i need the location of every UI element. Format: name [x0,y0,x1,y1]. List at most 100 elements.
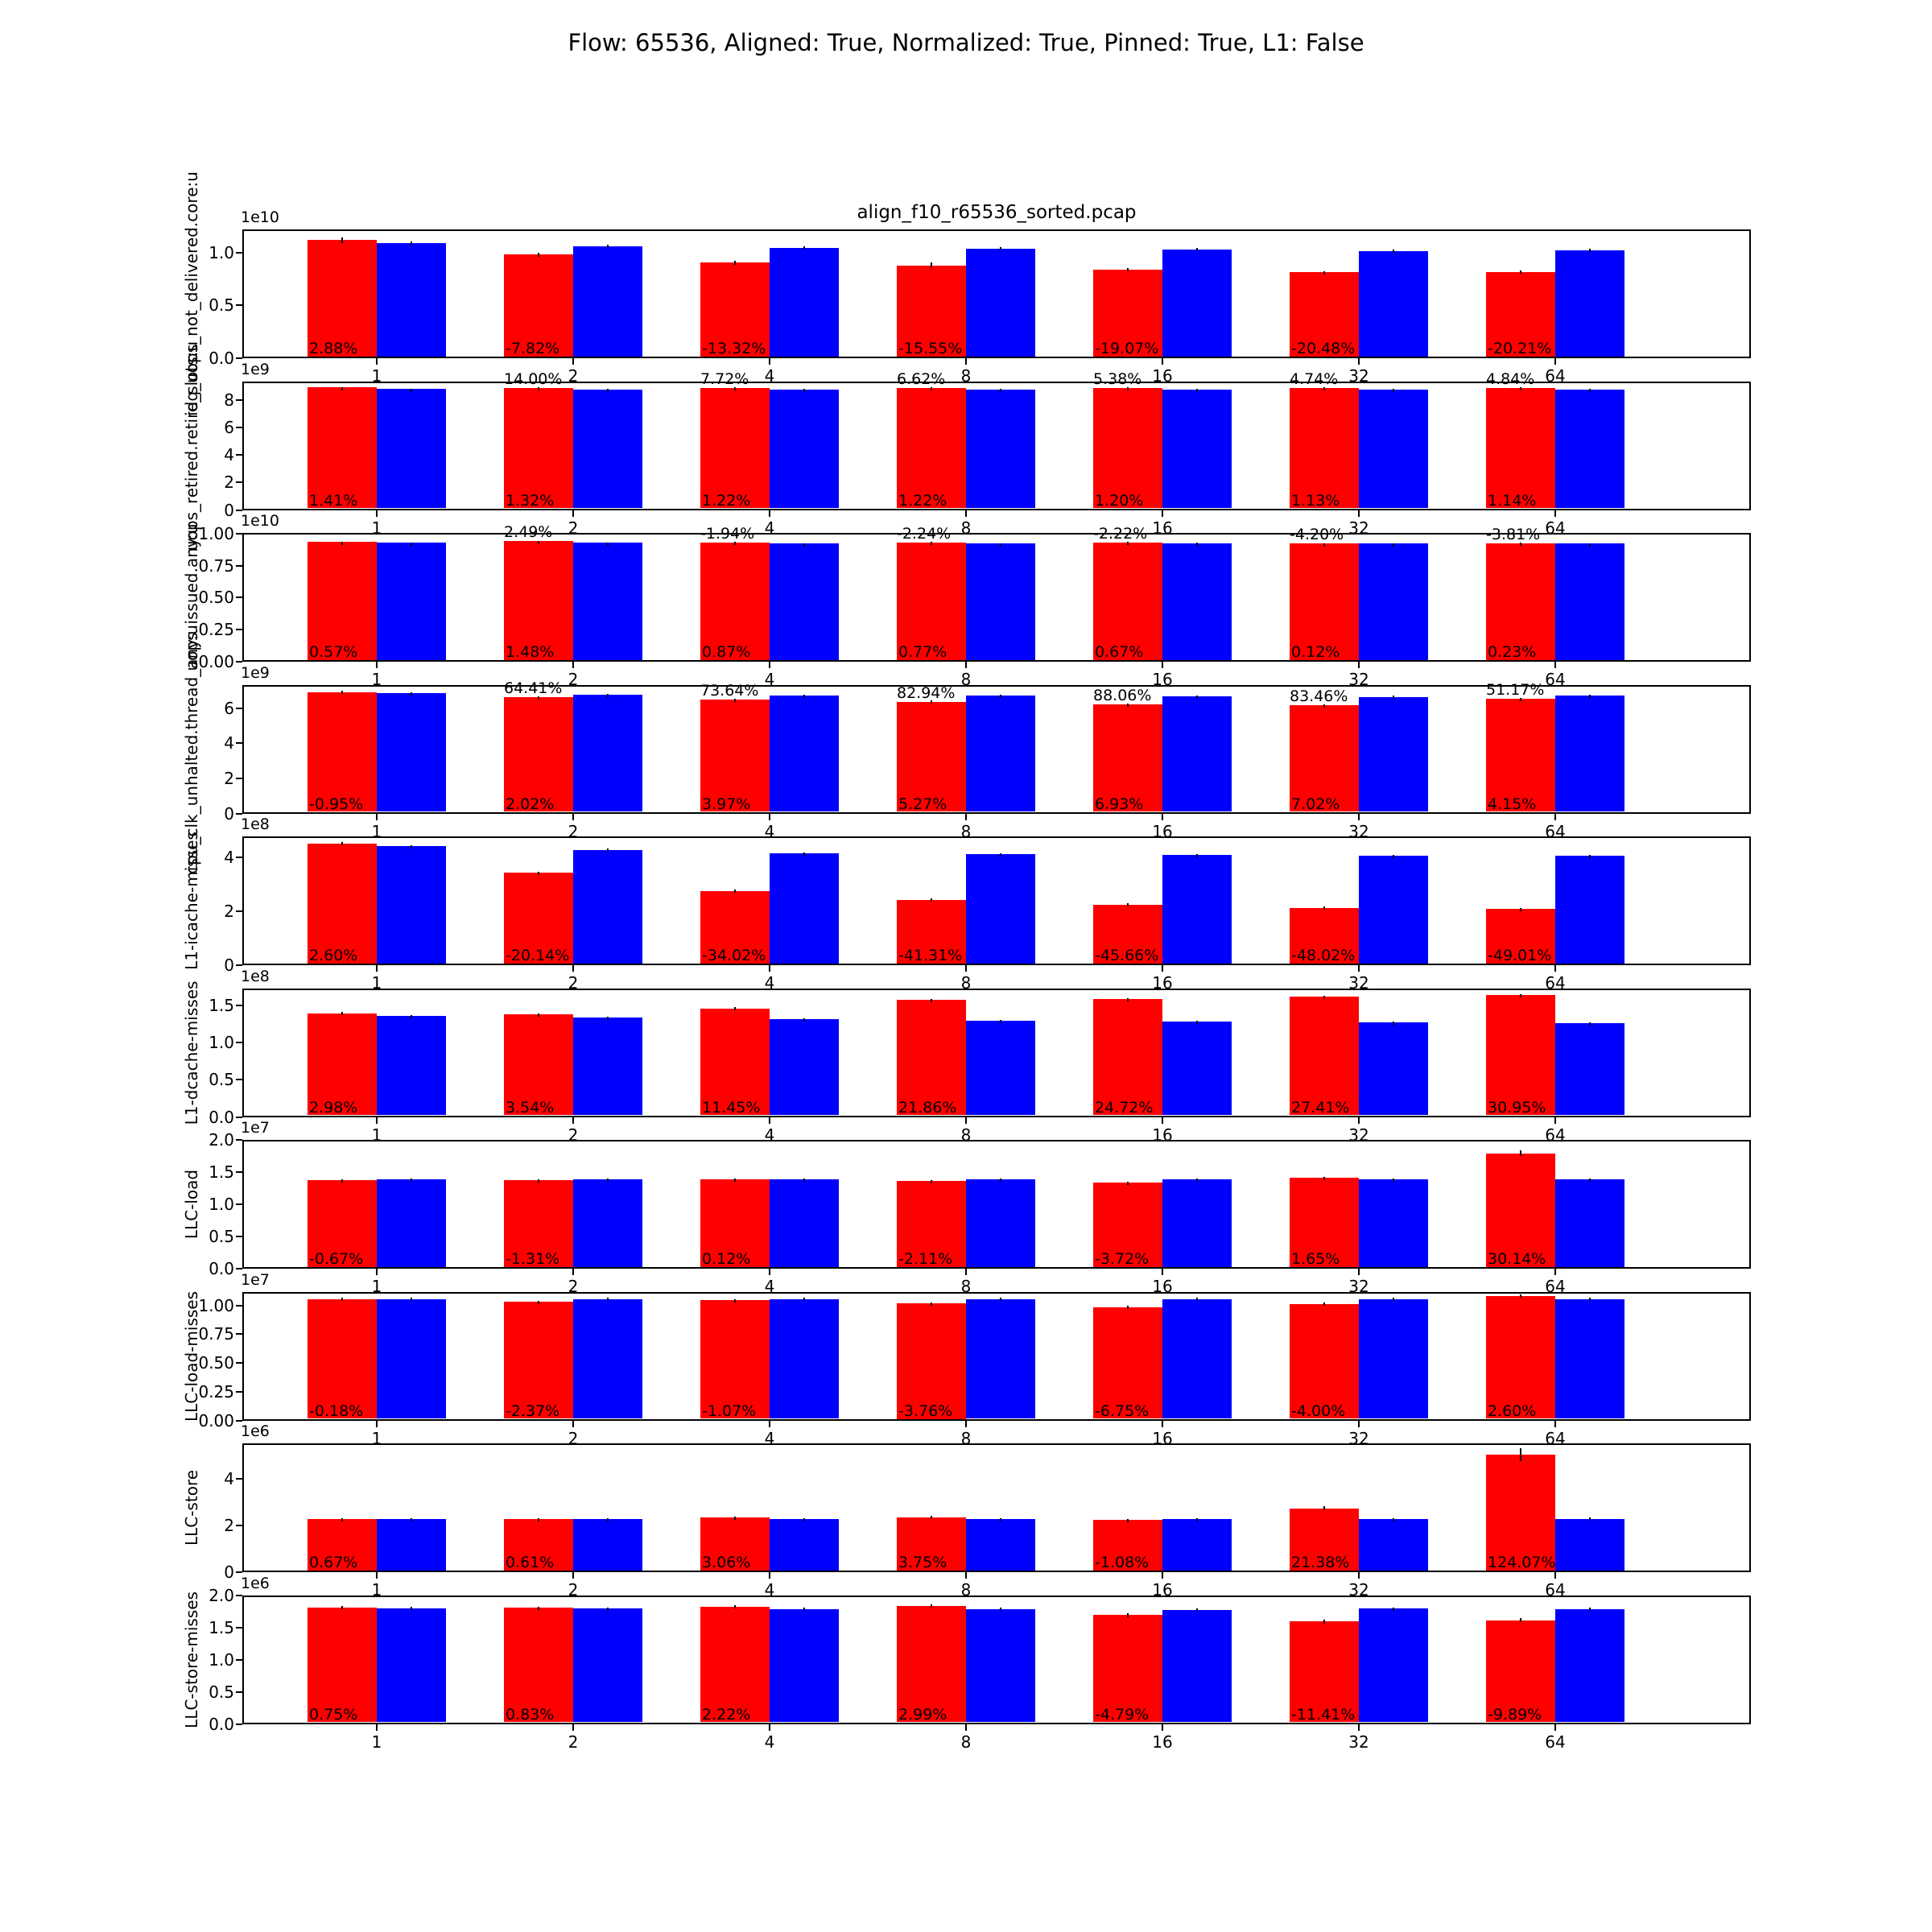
pct-label-bottom: 1.20% [1095,491,1144,510]
bar-blue [1555,1179,1624,1267]
error-bar-blue [1196,543,1198,547]
bar-blue [377,389,446,509]
x-tick-mark [572,813,574,820]
x-tick-mark [572,1269,574,1275]
error-bar-red [341,1012,343,1016]
pct-label-bottom: -2.37% [506,1402,560,1420]
error-bar-red [1323,704,1325,708]
pct-label-bottom: 4.15% [1488,795,1537,813]
y-tick-label: 1.0 [208,1649,234,1670]
y-tick-mark [236,532,242,535]
exponent-label: 1e6 [241,1574,270,1592]
error-bar-red [734,890,736,894]
y-tick-label: 2 [224,768,234,788]
error-bar-red [1323,1505,1325,1511]
pct-label-bottom: 124.07% [1488,1554,1556,1571]
y-tick-mark [236,1079,242,1081]
y-tick-label: 0.75 [198,1324,234,1344]
pct-label-bottom: 2.88% [309,340,358,357]
y-tick-label: 0.25 [198,620,234,640]
y-tick-mark [236,707,242,709]
x-tick-mark [376,510,378,517]
error-bar-blue [1589,1298,1591,1302]
error-bar-red [734,1516,736,1520]
x-tick-mark [1358,662,1360,668]
bar-blue [573,694,642,812]
error-bar-red [538,696,539,700]
pct-label-top: -1.94% [700,525,755,543]
bar-red [1486,908,1555,964]
bar-blue [1359,250,1428,357]
y-tick-mark [236,1419,242,1422]
bar-blue [770,543,839,660]
y-tick-label: 0.0 [208,1259,234,1278]
x-tick-mark [376,965,378,972]
error-bar-red [1127,997,1129,1001]
y-tick-label: 0.0 [208,1714,234,1734]
y-tick-label: 2 [224,1515,234,1535]
x-tick-label: 8 [960,1428,972,1448]
x-tick-mark [1358,1572,1360,1579]
y-tick-label: 1.00 [198,1295,234,1315]
error-bar-blue [411,1607,412,1611]
pct-label-bottom: 1.22% [898,491,947,510]
error-bar-blue [1393,1179,1394,1183]
error-bar-blue [803,852,805,856]
pct-label-bottom: -1.07% [702,1402,757,1420]
y-tick-label: 0.5 [208,1682,234,1702]
bar-blue [1555,696,1624,812]
x-tick-mark [769,1269,770,1275]
bar-red [504,254,573,357]
error-bar-red [1323,543,1325,547]
pct-label-bottom: -0.95% [309,795,364,813]
y-tick-mark [236,398,242,401]
error-bar-red [538,1013,539,1018]
bar-blue [1555,1518,1624,1571]
error-bar-blue [607,1607,609,1611]
y-tick-label: 2 [224,902,234,922]
bar-red [1093,1519,1162,1571]
bar-red [897,701,966,812]
y-tick-label: 4 [224,848,234,868]
pct-label-bottom: -15.55% [898,340,963,357]
pct-label-top: 2.49% [504,523,553,542]
error-bar-blue [607,693,609,697]
error-bar-red [931,542,932,546]
error-bar-blue [411,242,412,246]
x-tick-mark [769,510,770,517]
error-bar-red [931,700,932,704]
x-tick-mark [572,965,574,972]
bar-red [308,1608,377,1723]
pct-label-bottom: -45.66% [1095,947,1159,964]
y-tick-mark [236,509,242,511]
bar-blue [966,248,1035,357]
bar-red [700,387,770,509]
bar-blue [573,1519,642,1571]
x-tick-mark [1554,1724,1556,1731]
error-bar-blue [803,1018,805,1022]
y-tick-label: 1.00 [198,523,234,543]
x-tick-mark [1162,510,1163,517]
x-tick-label: 4 [764,518,775,538]
exponent-label: 1e6 [241,1422,270,1440]
error-bar-blue [1196,247,1198,251]
y-tick-mark [236,597,242,599]
x-tick-mark [769,965,770,972]
error-bar-blue [1589,249,1591,253]
bar-red [1290,1621,1359,1723]
error-bar-red [538,1606,539,1610]
x-tick-mark [769,813,770,820]
exponent-label: 1e10 [241,208,279,226]
bar-blue [770,1179,839,1267]
error-bar-red [1323,387,1325,391]
error-bar-red [538,1517,539,1521]
bar-red [1486,388,1555,509]
x-tick-mark [572,1724,574,1731]
error-bar-blue [1393,249,1394,253]
y-tick-label: 6 [224,417,234,437]
error-bar-red [931,999,932,1003]
x-tick-mark [1554,1269,1556,1275]
bar-red [1093,1307,1162,1419]
error-bar-blue [1589,543,1591,547]
error-bar-blue [1393,543,1394,547]
